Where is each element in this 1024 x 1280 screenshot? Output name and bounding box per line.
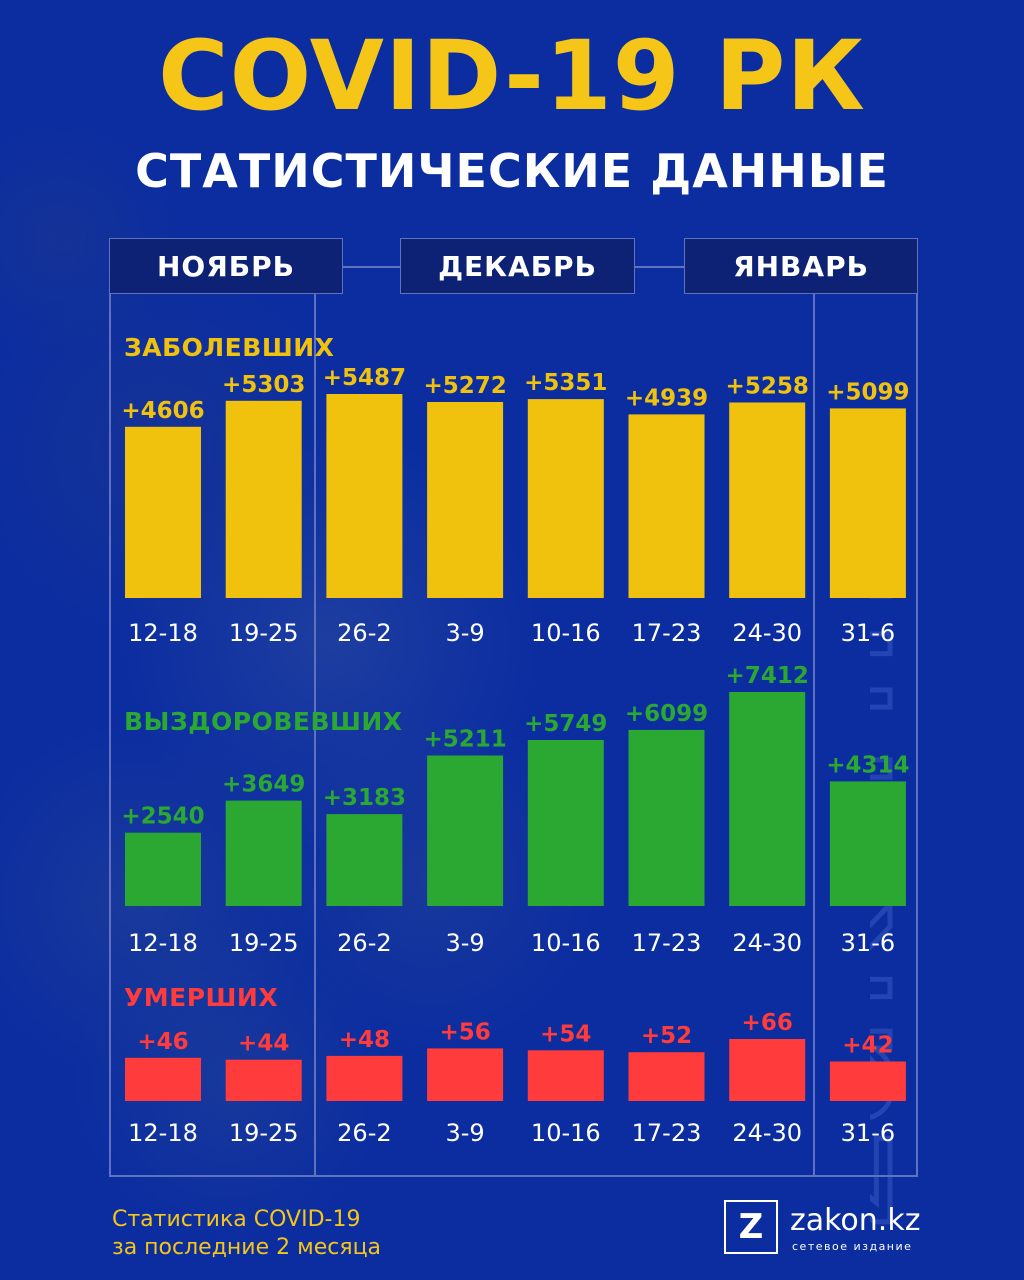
frame-left — [109, 294, 111, 1176]
recovered-tick-label: 19-25 — [229, 929, 299, 957]
cases-value-label: +5487 — [323, 365, 406, 391]
recovered-value-label: +2540 — [121, 804, 204, 830]
frame-bottom — [109, 1175, 918, 1177]
recovered-bar — [729, 692, 806, 906]
deaths-bar — [427, 1048, 504, 1101]
cases-bar — [829, 408, 906, 598]
recovered-bar — [829, 781, 906, 906]
month-connector — [634, 266, 684, 268]
deaths-bar — [829, 1061, 906, 1101]
zakon-logo-icon: Z — [724, 1200, 778, 1254]
cases-value-label: +4606 — [121, 398, 204, 424]
deaths-value-label: +44 — [238, 1031, 289, 1057]
recovered-tick-label: 10-16 — [531, 929, 601, 957]
month-connector — [342, 266, 400, 268]
footer-note: Статистика COVID-19 за последние 2 месяц… — [112, 1206, 381, 1262]
logo-letter: Z — [738, 1207, 764, 1247]
deaths-value-label: +66 — [742, 1010, 793, 1036]
cases-value-label: +5303 — [222, 372, 305, 398]
recovered-bar — [225, 800, 302, 906]
month-header-december: ДЕКАБРЬ — [400, 238, 635, 294]
cases-bar — [225, 400, 302, 598]
deaths-tick-label: 3-9 — [445, 1119, 484, 1147]
recovered-section-label: ВЫЗДОРОВЕВШИХ — [124, 707, 403, 736]
cases-value-label: +5351 — [524, 370, 607, 396]
cases-bar — [326, 394, 403, 598]
cases-bar — [527, 399, 604, 598]
cases-value-label: +5258 — [726, 374, 809, 400]
cases-value-label: +4939 — [625, 385, 708, 411]
recovered-tick-label: 3-9 — [445, 929, 484, 957]
recovered-value-label: +5211 — [423, 727, 506, 753]
deaths-bar — [125, 1057, 201, 1101]
logo-tagline: сетевое издание — [792, 1240, 913, 1253]
recovered-tick-label: 24-30 — [732, 929, 802, 957]
page-title: COVID-19 РК — [158, 20, 866, 132]
deaths-tick-label: 12-18 — [128, 1119, 198, 1147]
deaths-tick-label: 26-2 — [337, 1119, 391, 1147]
cases-value-label: +5099 — [826, 379, 909, 405]
deaths-bar — [729, 1039, 806, 1101]
deaths-bar — [225, 1059, 302, 1101]
recovered-bar — [125, 832, 201, 906]
deaths-value-label: +56 — [439, 1019, 490, 1045]
recovered-value-label: +6099 — [625, 701, 708, 727]
cases-tick-label: 24-30 — [732, 619, 802, 647]
cases-tick-label: 19-25 — [229, 619, 299, 647]
recovered-bar — [326, 814, 403, 906]
deaths-value-label: +42 — [842, 1033, 893, 1059]
deaths-tick-label: 17-23 — [632, 1119, 702, 1147]
deaths-tick-label: 10-16 — [531, 1119, 601, 1147]
recovered-value-label: +3649 — [222, 772, 305, 798]
recovered-value-label: +7412 — [726, 663, 809, 689]
month-header-january: ЯНВАРЬ — [684, 238, 918, 294]
cases-tick-label: 10-16 — [531, 619, 601, 647]
cases-bar — [628, 414, 705, 598]
cases-section-label: ЗАБОЛЕВШИХ — [124, 333, 335, 362]
cases-bar — [125, 426, 201, 598]
recovered-bar — [427, 755, 504, 906]
deaths-value-label: +48 — [339, 1027, 390, 1053]
month-divider — [314, 294, 316, 1176]
deaths-section-label: УМЕРШИХ — [124, 983, 279, 1012]
cases-bar — [729, 402, 806, 598]
recovered-value-label: +5749 — [524, 711, 607, 737]
deaths-bar — [326, 1055, 403, 1101]
recovered-tick-label: 26-2 — [337, 929, 391, 957]
month-header-november: НОЯБРЬ — [109, 238, 343, 294]
deaths-value-label: +46 — [137, 1029, 188, 1055]
footer-line-2: за последние 2 месяца — [112, 1235, 382, 1260]
cases-value-label: +5272 — [423, 373, 506, 399]
recovered-tick-label: 12-18 — [128, 929, 198, 957]
deaths-tick-label: 24-30 — [732, 1119, 802, 1147]
cases-tick-label: 26-2 — [337, 619, 391, 647]
recovered-value-label: +4314 — [826, 752, 909, 778]
deaths-bar — [628, 1052, 705, 1101]
cases-tick-label: 3-9 — [445, 619, 484, 647]
cases-bar — [427, 402, 504, 598]
cases-tick-label: 17-23 — [632, 619, 702, 647]
deaths-value-label: +52 — [641, 1023, 692, 1049]
recovered-value-label: +3183 — [323, 785, 406, 811]
month-divider — [813, 294, 815, 1176]
frame-right — [916, 294, 918, 1176]
deaths-bar — [527, 1050, 604, 1101]
cases-tick-label: 12-18 — [128, 619, 198, 647]
deaths-tick-label: 31-6 — [841, 1119, 895, 1147]
recovered-bar — [628, 729, 705, 906]
logo-name: zakon.kz — [790, 1203, 921, 1238]
recovered-tick-label: 31-6 — [841, 929, 895, 957]
recovered-tick-label: 17-23 — [632, 929, 702, 957]
cases-tick-label: 31-6 — [841, 619, 895, 647]
deaths-tick-label: 19-25 — [229, 1119, 299, 1147]
footer-line-1: Статистика COVID-19 — [112, 1207, 361, 1232]
recovered-bar — [527, 740, 604, 906]
page-subtitle: СТАТИСТИЧЕСКИЕ ДАННЫЕ — [135, 144, 889, 198]
deaths-value-label: +54 — [540, 1021, 591, 1047]
